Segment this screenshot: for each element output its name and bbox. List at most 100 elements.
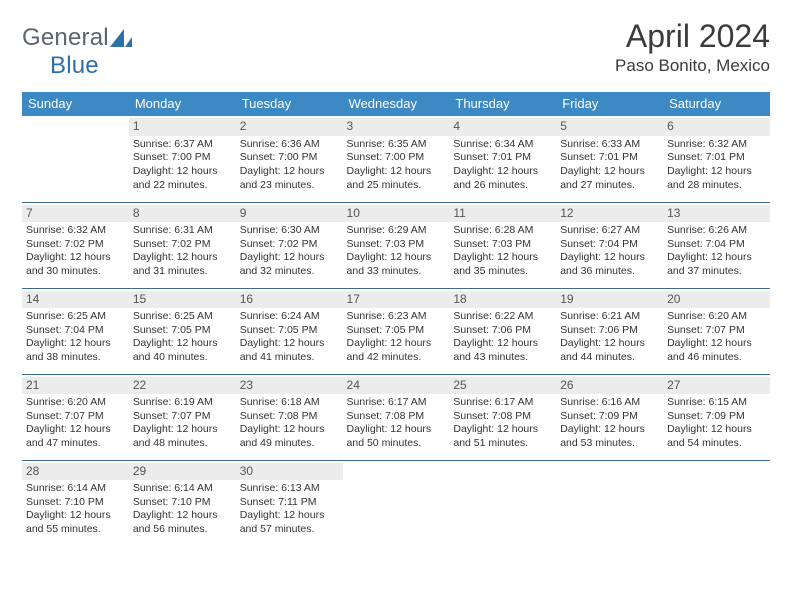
sunrise-line: Sunrise: 6:30 AM [240, 224, 339, 238]
sunrise-line: Sunrise: 6:20 AM [26, 396, 125, 410]
sunrise-line: Sunrise: 6:26 AM [667, 224, 766, 238]
day-number: 6 [663, 118, 770, 136]
calendar-table: Sunday Monday Tuesday Wednesday Thursday… [22, 92, 770, 546]
calendar-day-cell: 25Sunrise: 6:17 AMSunset: 7:08 PMDayligh… [449, 374, 556, 460]
daylight-line2: and 56 minutes. [133, 523, 232, 537]
daylight-line: Daylight: 12 hours [347, 423, 446, 437]
day-number: 8 [129, 205, 236, 223]
daylight-line: Daylight: 12 hours [453, 251, 552, 265]
daylight-line2: and 32 minutes. [240, 265, 339, 279]
daylight-line2: and 53 minutes. [560, 437, 659, 451]
sunrise-line: Sunrise: 6:24 AM [240, 310, 339, 324]
sunset-line: Sunset: 7:02 PM [26, 238, 125, 252]
day-number: 21 [22, 377, 129, 395]
page-header: General Blue April 2024 Paso Bonito, Mex… [22, 18, 770, 80]
calendar-day-cell: 15Sunrise: 6:25 AMSunset: 7:05 PMDayligh… [129, 288, 236, 374]
sunrise-line: Sunrise: 6:20 AM [667, 310, 766, 324]
daylight-line: Daylight: 12 hours [240, 165, 339, 179]
logo-sail-icon [110, 26, 132, 44]
daylight-line: Daylight: 12 hours [240, 251, 339, 265]
sunset-line: Sunset: 7:00 PM [133, 151, 232, 165]
daylight-line2: and 38 minutes. [26, 351, 125, 365]
sunrise-line: Sunrise: 6:25 AM [133, 310, 232, 324]
day-number: 29 [129, 463, 236, 481]
calendar-day-cell: 5Sunrise: 6:33 AMSunset: 7:01 PMDaylight… [556, 116, 663, 202]
daylight-line2: and 42 minutes. [347, 351, 446, 365]
day-number: 22 [129, 377, 236, 395]
sunrise-line: Sunrise: 6:27 AM [560, 224, 659, 238]
daylight-line: Daylight: 12 hours [133, 165, 232, 179]
daylight-line: Daylight: 12 hours [667, 423, 766, 437]
weekday-header: Friday [556, 92, 663, 116]
calendar-day-cell: 11Sunrise: 6:28 AMSunset: 7:03 PMDayligh… [449, 202, 556, 288]
day-number: 4 [449, 118, 556, 136]
daylight-line2: and 25 minutes. [347, 179, 446, 193]
day-number: 1 [129, 118, 236, 136]
sunset-line: Sunset: 7:04 PM [667, 238, 766, 252]
day-number: 25 [449, 377, 556, 395]
sunset-line: Sunset: 7:11 PM [240, 496, 339, 510]
calendar-day-cell: 17Sunrise: 6:23 AMSunset: 7:05 PMDayligh… [343, 288, 450, 374]
day-number: 15 [129, 291, 236, 309]
sunrise-line: Sunrise: 6:14 AM [26, 482, 125, 496]
calendar-day-cell: 14Sunrise: 6:25 AMSunset: 7:04 PMDayligh… [22, 288, 129, 374]
daylight-line2: and 27 minutes. [560, 179, 659, 193]
daylight-line: Daylight: 12 hours [26, 337, 125, 351]
daylight-line2: and 44 minutes. [560, 351, 659, 365]
daylight-line: Daylight: 12 hours [26, 251, 125, 265]
sunrise-line: Sunrise: 6:21 AM [560, 310, 659, 324]
daylight-line: Daylight: 12 hours [560, 423, 659, 437]
weekday-header-row: Sunday Monday Tuesday Wednesday Thursday… [22, 92, 770, 116]
sunrise-line: Sunrise: 6:14 AM [133, 482, 232, 496]
daylight-line: Daylight: 12 hours [347, 337, 446, 351]
calendar-page: General Blue April 2024 Paso Bonito, Mex… [0, 0, 792, 546]
sunset-line: Sunset: 7:09 PM [560, 410, 659, 424]
daylight-line: Daylight: 12 hours [453, 165, 552, 179]
sunrise-line: Sunrise: 6:17 AM [347, 396, 446, 410]
daylight-line2: and 37 minutes. [667, 265, 766, 279]
weekday-header: Saturday [663, 92, 770, 116]
sunset-line: Sunset: 7:03 PM [347, 238, 446, 252]
day-number: 17 [343, 291, 450, 309]
sunrise-line: Sunrise: 6:32 AM [26, 224, 125, 238]
day-number: 20 [663, 291, 770, 309]
sunset-line: Sunset: 7:05 PM [347, 324, 446, 338]
daylight-line: Daylight: 12 hours [667, 337, 766, 351]
sunrise-line: Sunrise: 6:29 AM [347, 224, 446, 238]
location-label: Paso Bonito, Mexico [615, 56, 770, 76]
daylight-line2: and 22 minutes. [133, 179, 232, 193]
calendar-week-row: 28Sunrise: 6:14 AMSunset: 7:10 PMDayligh… [22, 460, 770, 546]
daylight-line: Daylight: 12 hours [560, 251, 659, 265]
logo-text-general: General [22, 24, 109, 51]
daylight-line2: and 48 minutes. [133, 437, 232, 451]
calendar-week-row: .1Sunrise: 6:37 AMSunset: 7:00 PMDayligh… [22, 116, 770, 202]
sunrise-line: Sunrise: 6:32 AM [667, 138, 766, 152]
daylight-line: Daylight: 12 hours [667, 251, 766, 265]
daylight-line: Daylight: 12 hours [560, 337, 659, 351]
calendar-day-cell: 6Sunrise: 6:32 AMSunset: 7:01 PMDaylight… [663, 116, 770, 202]
daylight-line2: and 35 minutes. [453, 265, 552, 279]
sunset-line: Sunset: 7:08 PM [347, 410, 446, 424]
logo-text-blue: Blue [50, 52, 99, 79]
day-number: 9 [236, 205, 343, 223]
sunrise-line: Sunrise: 6:36 AM [240, 138, 339, 152]
sunrise-line: Sunrise: 6:18 AM [240, 396, 339, 410]
calendar-day-cell: 23Sunrise: 6:18 AMSunset: 7:08 PMDayligh… [236, 374, 343, 460]
sunset-line: Sunset: 7:08 PM [453, 410, 552, 424]
calendar-day-cell: 3Sunrise: 6:35 AMSunset: 7:00 PMDaylight… [343, 116, 450, 202]
day-number: 2 [236, 118, 343, 136]
day-number: 23 [236, 377, 343, 395]
calendar-day-cell: 7Sunrise: 6:32 AMSunset: 7:02 PMDaylight… [22, 202, 129, 288]
daylight-line: Daylight: 12 hours [26, 423, 125, 437]
sunrise-line: Sunrise: 6:13 AM [240, 482, 339, 496]
day-number: 24 [343, 377, 450, 395]
daylight-line2: and 57 minutes. [240, 523, 339, 537]
sunset-line: Sunset: 7:07 PM [26, 410, 125, 424]
calendar-day-cell: . [22, 116, 129, 202]
daylight-line2: and 47 minutes. [26, 437, 125, 451]
weekday-header: Monday [129, 92, 236, 116]
sunrise-line: Sunrise: 6:35 AM [347, 138, 446, 152]
calendar-day-cell: 8Sunrise: 6:31 AMSunset: 7:02 PMDaylight… [129, 202, 236, 288]
daylight-line: Daylight: 12 hours [26, 509, 125, 523]
calendar-day-cell: 29Sunrise: 6:14 AMSunset: 7:10 PMDayligh… [129, 460, 236, 546]
